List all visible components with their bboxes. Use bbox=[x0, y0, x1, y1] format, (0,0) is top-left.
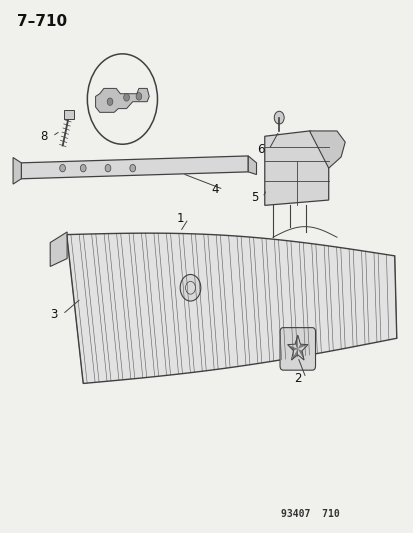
Circle shape bbox=[59, 165, 65, 172]
Circle shape bbox=[123, 94, 129, 101]
Polygon shape bbox=[309, 131, 344, 168]
Circle shape bbox=[136, 93, 142, 100]
Text: 7: 7 bbox=[112, 111, 120, 124]
FancyBboxPatch shape bbox=[279, 328, 315, 370]
FancyBboxPatch shape bbox=[64, 110, 74, 119]
Circle shape bbox=[130, 165, 135, 172]
Text: 93407  710: 93407 710 bbox=[280, 509, 339, 519]
Circle shape bbox=[105, 165, 111, 172]
Polygon shape bbox=[50, 232, 67, 266]
Polygon shape bbox=[291, 349, 297, 360]
Polygon shape bbox=[297, 349, 303, 360]
Text: 1: 1 bbox=[176, 212, 183, 225]
Polygon shape bbox=[294, 335, 297, 349]
Text: 7–710: 7–710 bbox=[17, 14, 67, 29]
Circle shape bbox=[107, 98, 113, 106]
Polygon shape bbox=[264, 131, 328, 205]
Polygon shape bbox=[248, 156, 256, 174]
Polygon shape bbox=[13, 158, 21, 184]
Circle shape bbox=[80, 165, 86, 172]
Circle shape bbox=[273, 111, 283, 124]
Polygon shape bbox=[95, 88, 149, 112]
Circle shape bbox=[180, 274, 200, 301]
Text: 4: 4 bbox=[211, 183, 218, 196]
Polygon shape bbox=[287, 345, 297, 351]
Polygon shape bbox=[21, 156, 248, 179]
Text: 5: 5 bbox=[250, 191, 258, 204]
Polygon shape bbox=[297, 344, 307, 349]
Text: 2: 2 bbox=[293, 372, 301, 385]
Text: 3: 3 bbox=[50, 308, 58, 321]
Circle shape bbox=[87, 54, 157, 144]
Text: 6: 6 bbox=[256, 143, 264, 156]
Text: 8: 8 bbox=[40, 130, 47, 143]
Polygon shape bbox=[66, 233, 396, 383]
